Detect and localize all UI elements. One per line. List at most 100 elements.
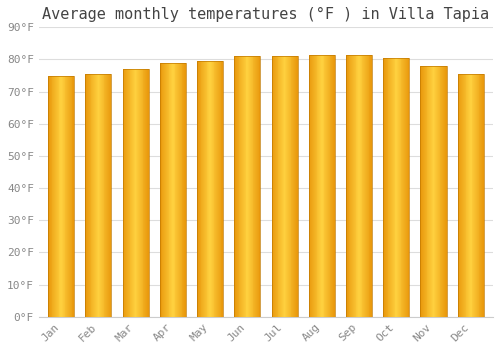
Bar <box>423 66 424 317</box>
Bar <box>324 55 326 317</box>
Bar <box>315 55 316 317</box>
Title: Average monthly temperatures (°F ) in Villa Tapia: Average monthly temperatures (°F ) in Vi… <box>42 7 490 22</box>
Bar <box>388 58 390 317</box>
Bar <box>367 55 368 317</box>
Bar <box>478 74 480 317</box>
Bar <box>470 74 472 317</box>
Bar <box>174 63 176 317</box>
Bar <box>358 55 359 317</box>
Bar <box>333 55 334 317</box>
Bar <box>134 69 136 317</box>
Bar <box>182 63 184 317</box>
Bar <box>167 63 168 317</box>
Bar <box>222 61 223 317</box>
Bar <box>246 56 248 317</box>
Bar <box>362 55 364 317</box>
Bar <box>68 76 69 317</box>
Bar <box>296 56 298 317</box>
Bar <box>370 55 371 317</box>
Bar <box>364 55 365 317</box>
Bar <box>200 61 202 317</box>
Bar <box>48 76 49 317</box>
Bar <box>209 61 210 317</box>
Bar <box>461 74 462 317</box>
Bar <box>443 66 444 317</box>
Bar <box>66 76 67 317</box>
Bar <box>50 76 51 317</box>
Bar <box>308 55 335 317</box>
Bar <box>383 58 409 317</box>
Bar <box>405 58 406 317</box>
Bar <box>460 74 461 317</box>
Bar <box>310 55 312 317</box>
Bar <box>322 55 324 317</box>
Bar <box>218 61 219 317</box>
Bar <box>238 56 240 317</box>
Bar <box>86 74 112 317</box>
Bar <box>206 61 208 317</box>
Bar <box>467 74 468 317</box>
Bar <box>464 74 466 317</box>
Bar <box>346 55 347 317</box>
Bar <box>420 66 446 317</box>
Bar <box>326 55 327 317</box>
Bar <box>318 55 319 317</box>
Bar <box>426 66 428 317</box>
Bar <box>458 74 460 317</box>
Bar <box>474 74 475 317</box>
Bar <box>403 58 404 317</box>
Bar <box>432 66 434 317</box>
Bar <box>165 63 166 317</box>
Bar <box>48 76 74 317</box>
Bar <box>463 74 464 317</box>
Bar <box>353 55 354 317</box>
Bar <box>272 56 274 317</box>
Bar <box>334 55 335 317</box>
Bar <box>98 74 99 317</box>
Bar <box>422 66 423 317</box>
Bar <box>258 56 260 317</box>
Bar <box>126 69 127 317</box>
Bar <box>255 56 256 317</box>
Bar <box>398 58 399 317</box>
Bar <box>400 58 402 317</box>
Bar <box>109 74 110 317</box>
Bar <box>202 61 203 317</box>
Bar <box>242 56 243 317</box>
Bar <box>160 63 186 317</box>
Bar <box>140 69 141 317</box>
Bar <box>220 61 222 317</box>
Bar <box>458 74 483 317</box>
Bar <box>94 74 95 317</box>
Bar <box>90 74 92 317</box>
Bar <box>102 74 104 317</box>
Bar <box>444 66 445 317</box>
Bar <box>144 69 145 317</box>
Bar <box>320 55 321 317</box>
Bar <box>280 56 281 317</box>
Bar <box>60 76 61 317</box>
Bar <box>275 56 276 317</box>
Bar <box>393 58 394 317</box>
Bar <box>328 55 330 317</box>
Bar <box>235 56 236 317</box>
Bar <box>132 69 133 317</box>
Bar <box>141 69 142 317</box>
Bar <box>436 66 437 317</box>
Bar <box>348 55 350 317</box>
Bar <box>166 63 167 317</box>
Bar <box>351 55 352 317</box>
Bar <box>437 66 438 317</box>
Bar <box>130 69 132 317</box>
Bar <box>327 55 328 317</box>
Bar <box>330 55 332 317</box>
Bar <box>171 63 172 317</box>
Bar <box>392 58 393 317</box>
Bar <box>164 63 165 317</box>
Bar <box>440 66 442 317</box>
Bar <box>160 63 162 317</box>
Bar <box>219 61 220 317</box>
Bar <box>469 74 470 317</box>
Bar <box>197 61 223 317</box>
Bar <box>127 69 128 317</box>
